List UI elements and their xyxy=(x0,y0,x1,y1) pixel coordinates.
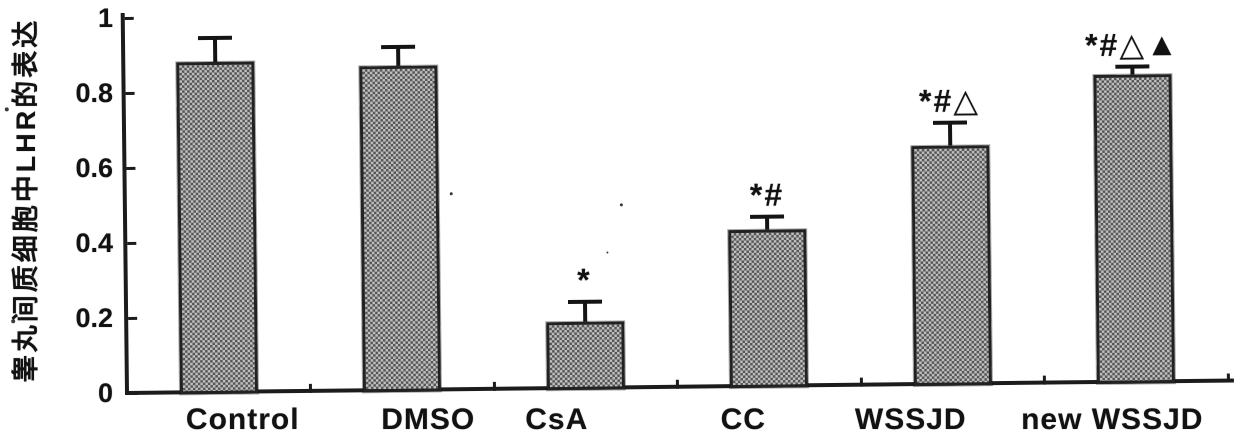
bar-cc xyxy=(728,229,809,389)
significance-annotation: *# xyxy=(749,176,785,214)
significance-annotation: *#△▲ xyxy=(1084,26,1180,64)
bar-dmso xyxy=(359,65,442,393)
x-axis-line xyxy=(124,378,1234,396)
x-category-label: CC xyxy=(720,403,766,436)
x-axis-tick xyxy=(492,381,496,391)
x-category-label: new WSSJD xyxy=(1021,403,1204,436)
x-category-label: WSSJD xyxy=(854,403,967,436)
error-bar-stem xyxy=(947,123,952,146)
error-bar-cap xyxy=(567,299,602,304)
x-axis-tick xyxy=(859,377,863,387)
y-tick-label: 0 xyxy=(97,378,113,408)
bar-new-wssjd xyxy=(1093,73,1176,384)
x-axis-tick xyxy=(1226,373,1230,383)
error-bar-cap xyxy=(932,120,967,126)
bar-control xyxy=(176,61,258,395)
x-axis-tick xyxy=(1042,375,1046,385)
x-axis-tick xyxy=(675,379,679,389)
y-tick-label: 0.2 xyxy=(75,303,113,333)
scan-speck xyxy=(985,186,988,189)
y-tick-label: 0.8 xyxy=(75,78,113,108)
scan-speck xyxy=(11,319,16,324)
y-tick-label: 0.4 xyxy=(75,228,113,258)
y-axis-tick xyxy=(125,91,135,95)
error-bar-cap xyxy=(750,214,785,220)
y-axis-tick xyxy=(126,166,136,170)
significance-annotation: *#△ xyxy=(918,82,981,120)
x-axis-tick xyxy=(308,383,313,393)
y-axis-tick xyxy=(128,391,139,395)
error-bar-cap xyxy=(197,35,232,40)
scan-speck xyxy=(619,203,623,207)
x-category-label: CsA xyxy=(525,403,589,436)
scan-speck xyxy=(449,192,453,196)
bar-wssjd xyxy=(910,145,992,387)
bar-csa xyxy=(545,321,625,391)
y-axis-tick xyxy=(124,16,134,20)
y-tick-label: 1 xyxy=(97,3,113,33)
x-category-label: Control xyxy=(185,403,300,436)
y-axis-line xyxy=(120,13,130,396)
y-axis-tick xyxy=(127,241,137,245)
x-category-label: DMSO xyxy=(381,403,476,436)
error-bar-cap xyxy=(381,44,416,49)
y-tick-label: 0.6 xyxy=(75,153,113,183)
y-axis-tick xyxy=(128,316,138,320)
error-bar-stem xyxy=(396,46,401,66)
scan-speck xyxy=(606,251,609,254)
significance-annotation: * xyxy=(577,261,592,298)
error-bar-stem xyxy=(582,301,587,323)
scan-speck xyxy=(4,107,9,112)
error-bar-cap xyxy=(1115,64,1150,69)
error-bar-stem xyxy=(212,37,218,63)
